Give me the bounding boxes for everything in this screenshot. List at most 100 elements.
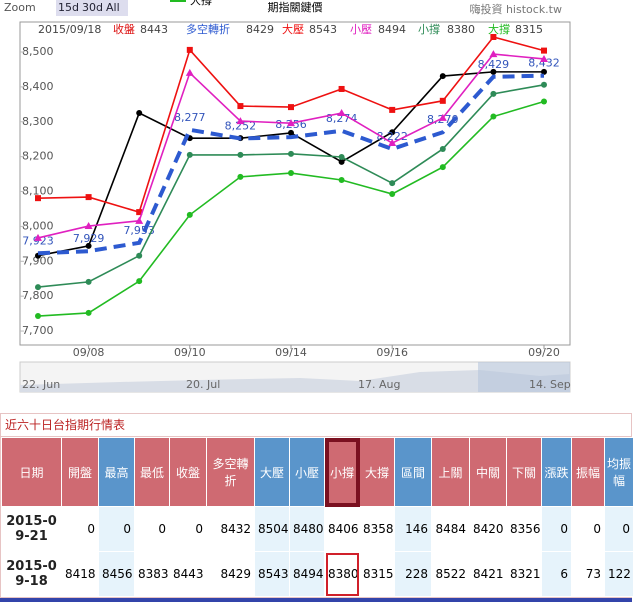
marker	[338, 85, 345, 92]
marker	[439, 145, 446, 152]
y-tick-label: 7,900	[22, 254, 54, 267]
table-cell: 0	[541, 506, 572, 552]
header-name: 小撐	[418, 22, 440, 36]
header-name: 大壓	[282, 22, 304, 36]
column-header: 小撐	[324, 437, 360, 507]
marker	[85, 309, 92, 316]
navigator-window[interactable]	[478, 362, 570, 392]
table-cell: 8418	[61, 551, 99, 597]
header-name: 收盤	[113, 22, 135, 36]
x-tick-label: 09/14	[275, 346, 307, 359]
marker	[490, 90, 497, 97]
marker	[439, 73, 446, 80]
marker	[136, 110, 143, 117]
marker	[490, 113, 497, 120]
marker	[388, 139, 397, 147]
marker	[136, 252, 143, 259]
header-value: 8380	[447, 23, 475, 36]
table-panel: 近六十日台指期行情表 日期 開盤 最高 最低 收盤 多空轉折 大壓 小壓 小撐 大撐 區間 上關 中關下…	[0, 413, 634, 598]
header-date: 2015/09/18	[38, 23, 101, 36]
table-cell: 8480	[289, 506, 325, 552]
table-cell: 8356	[506, 506, 542, 552]
marker	[338, 158, 345, 165]
header-name: 多空轉折	[186, 22, 230, 36]
column-header: 均振幅	[604, 437, 634, 507]
y-tick-label: 7,700	[22, 324, 54, 337]
table-cell: 8484	[431, 506, 470, 552]
marker	[288, 104, 294, 111]
table-title: 近六十日台指期行情表	[1, 414, 631, 437]
marker	[236, 117, 245, 125]
legend-entry: 大撐	[190, 0, 212, 7]
data-label: 7,953	[123, 224, 155, 237]
header-value: 8443	[140, 23, 168, 36]
header-value: 8494	[378, 23, 406, 36]
column-header: 中關	[469, 437, 507, 507]
table-cell: 8383	[134, 551, 170, 597]
header-value: 8315	[515, 23, 543, 36]
navigator-label: 22. Jun	[22, 378, 60, 391]
marker	[288, 150, 294, 157]
zoom-button[interactable]: 30d	[82, 1, 103, 14]
x-tick-label: 09/16	[376, 346, 408, 359]
marker	[439, 97, 446, 104]
credit: 嗨投資 histock.tw	[469, 2, 562, 16]
navigator-label: 17. Aug	[358, 378, 400, 391]
chart-title: 期指關鍵價	[268, 0, 323, 14]
table-cell: 0	[169, 506, 207, 552]
x-tick-label: 09/08	[73, 346, 105, 359]
zoom-button[interactable]: 15d	[58, 1, 79, 14]
column-header: 最低	[134, 437, 170, 507]
y-tick-label: 8,300	[22, 115, 54, 128]
column-header: 開盤	[61, 437, 99, 507]
table-cell: 8315	[359, 551, 395, 597]
marker	[186, 151, 193, 158]
marker	[237, 173, 244, 180]
marker	[288, 170, 294, 177]
table-cell: 8406	[324, 506, 360, 552]
table-cell: 8420	[469, 506, 507, 552]
navigator-label: 14. Sep	[529, 378, 571, 391]
data-label: 8,432	[528, 57, 560, 70]
chart: Zoom 15d 30d All 期指關鍵價 大撐 嗨投資 histock.tw…	[4, 0, 571, 393]
column-header: 下關	[506, 437, 542, 507]
table-cell: 8421	[469, 551, 507, 597]
marker	[389, 190, 396, 197]
marker	[338, 177, 345, 184]
column-header: 多空轉折	[206, 437, 255, 507]
marker	[338, 153, 345, 160]
header-name: 大撐	[488, 22, 510, 36]
marker	[136, 278, 143, 285]
data-label: 8,277	[174, 111, 206, 124]
marker	[337, 109, 346, 117]
marker	[541, 47, 547, 54]
marker	[185, 68, 194, 76]
header-name: 小壓	[350, 23, 372, 36]
table-cell: 8522	[431, 551, 470, 597]
table-cell: 228	[394, 551, 432, 597]
marker	[35, 195, 41, 202]
data-label: 8,252	[225, 120, 257, 133]
y-tick-label: 8,100	[22, 185, 54, 198]
marker	[85, 242, 92, 249]
zoom-button[interactable]: All	[106, 1, 120, 14]
marker	[389, 129, 396, 136]
header-value: 8543	[309, 23, 337, 36]
y-tick-label: 8,200	[22, 150, 54, 163]
data-label: 8,429	[478, 58, 510, 71]
marker	[136, 209, 143, 216]
table-cell: 8432	[206, 506, 255, 552]
marker	[489, 50, 498, 58]
column-header: 大撐	[359, 437, 395, 507]
marker	[34, 233, 42, 241]
table-cell: 122	[604, 551, 634, 597]
column-header: 漲跌	[541, 437, 572, 507]
y-tick-label: 8,500	[22, 45, 54, 58]
marker	[85, 278, 92, 285]
table-row: 2015-09-21 0 0 0 0 8432 8504 8480 8406 8358 146 848…	[1, 506, 634, 552]
column-header: 上關	[431, 437, 470, 507]
marker	[490, 68, 497, 75]
marker	[85, 194, 92, 201]
table-cell: 6	[541, 551, 572, 597]
marker	[35, 284, 41, 291]
